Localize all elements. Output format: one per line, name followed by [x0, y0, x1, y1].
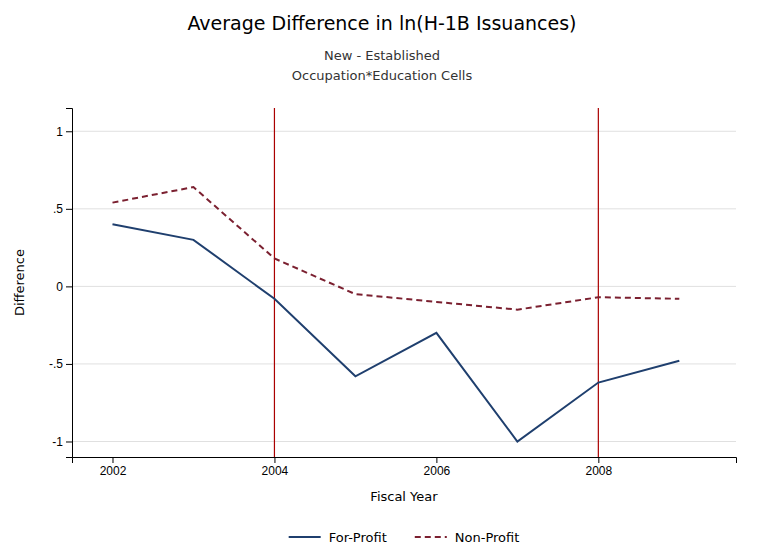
- tick-mark: [66, 441, 72, 442]
- x-axis-title: Fiscal Year: [370, 489, 438, 504]
- tick: 2006: [424, 457, 451, 478]
- tick-mark: [112, 457, 113, 463]
- title: Average Difference in ln(H-1B Issuances): [187, 12, 576, 34]
- grid-line: [72, 208, 736, 209]
- y-axis: -1 -.5 0 .5 1: [49, 109, 73, 458]
- legend-label: Non-Profit: [455, 530, 520, 545]
- tick: 0: [56, 280, 72, 294]
- tick-label: -.5: [49, 357, 63, 371]
- tick-mark: [274, 457, 275, 463]
- axis-line: [66, 109, 73, 458]
- tick-label: 2004: [262, 464, 289, 478]
- grid: [72, 131, 736, 441]
- tick: 1: [56, 125, 72, 139]
- subtitle: Occupation*Education Cells: [292, 68, 473, 83]
- plot-area: 2002 2004 2006 2008 -1 -.5 0 .5 1: [49, 108, 737, 478]
- tick: 2002: [100, 457, 127, 478]
- tick-label: 2008: [585, 464, 612, 478]
- tick-label: 1: [56, 125, 63, 139]
- tick-label: 2006: [424, 464, 451, 478]
- axis-line: [73, 458, 737, 464]
- legend-item: Non-Profit: [415, 530, 520, 545]
- tick: .5: [53, 202, 72, 216]
- marks: [112, 108, 679, 457]
- grid-line: [72, 131, 736, 132]
- tick-mark: [598, 457, 599, 463]
- grid-line: [72, 286, 736, 287]
- reference-line: [274, 108, 275, 457]
- subtitle: New - Established: [324, 48, 440, 63]
- tick: 2008: [585, 457, 612, 478]
- tick-mark: [66, 209, 72, 210]
- tick-label: .5: [53, 202, 63, 216]
- tick-mark: [66, 131, 72, 132]
- y-axis-title: Difference: [12, 249, 27, 316]
- tick-mark: [436, 457, 437, 463]
- tick-mark: [66, 286, 72, 287]
- x-axis: 2002 2004 2006 2008: [73, 457, 737, 478]
- chart: Average Difference in ln(H-1B Issuances)…: [0, 0, 764, 555]
- reference-line: [598, 108, 599, 457]
- legend: For-Profit Non-Profit: [289, 530, 520, 545]
- tick-label: -1: [52, 435, 63, 449]
- tick: -.5: [49, 357, 72, 371]
- line: [112, 224, 679, 441]
- legend-swatch: [415, 536, 447, 538]
- legend-label: For-Profit: [329, 530, 387, 545]
- tick-label: 2002: [100, 464, 127, 478]
- grid-line: [72, 363, 736, 364]
- tick-mark: [66, 364, 72, 365]
- tick-label: 0: [56, 280, 63, 294]
- grid-line: [72, 441, 736, 442]
- line: [112, 187, 679, 310]
- tick: -1: [52, 435, 72, 449]
- tick: 2004: [262, 457, 289, 478]
- legend-item: For-Profit: [289, 530, 387, 545]
- legend-swatch: [289, 536, 321, 538]
